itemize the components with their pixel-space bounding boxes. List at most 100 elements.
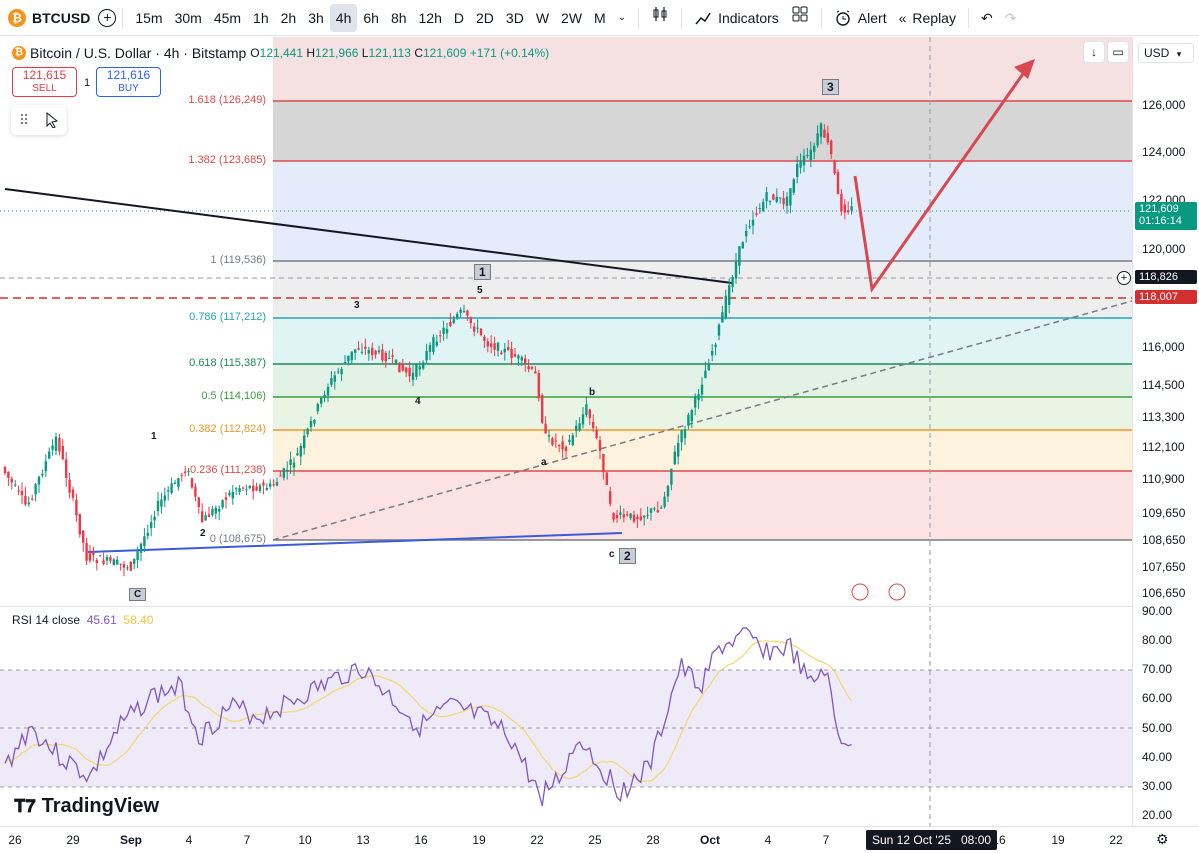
- fib-zone-0382: [273, 430, 1132, 471]
- layouts-grid-icon[interactable]: [785, 4, 815, 32]
- rewind-icon: «: [898, 9, 907, 26]
- timeframe-2W[interactable]: 2W: [561, 9, 583, 26]
- timeframe-15m[interactable]: 15m: [135, 9, 163, 26]
- economic-event-icon[interactable]: [851, 583, 869, 601]
- timeframe-W[interactable]: W: [535, 9, 550, 26]
- candle-body: [496, 342, 500, 351]
- candle-body: [605, 472, 608, 485]
- compare-add-icon[interactable]: +: [98, 8, 117, 27]
- candle-body: [398, 362, 401, 373]
- timeframe-3h[interactable]: 3h: [308, 9, 324, 26]
- timeframe-D[interactable]: D: [453, 9, 464, 26]
- undo-icon[interactable]: ↶: [980, 9, 993, 26]
- current-price-value: 121,609: [1139, 203, 1179, 215]
- time-axis-tick: 16: [414, 833, 428, 847]
- drag-handle-icon[interactable]: ⠿: [18, 111, 30, 128]
- time-axis-tick: 28: [646, 833, 660, 847]
- candle-body: [68, 479, 71, 493]
- candle-body: [384, 353, 387, 362]
- candle-body: [405, 367, 408, 373]
- timeframe-6h[interactable]: 6h: [363, 9, 379, 26]
- timeframe-1h[interactable]: 1h: [253, 9, 269, 26]
- maximize-pane-icon[interactable]: ▭: [1107, 41, 1129, 63]
- candle-body: [768, 200, 772, 202]
- alert-button[interactable]: Alert: [828, 4, 893, 32]
- candle-body: [330, 378, 333, 385]
- plus-circle-icon[interactable]: +: [1117, 271, 1131, 285]
- time-axis-tick: 29: [66, 833, 80, 847]
- candle-body: [534, 371, 537, 374]
- candle-body: [850, 206, 853, 211]
- currency-selector[interactable]: USD ▾: [1138, 43, 1194, 63]
- candle-body: [568, 439, 571, 442]
- time-axis-tick: 19: [472, 833, 486, 847]
- timeframe-8h[interactable]: 8h: [390, 9, 407, 26]
- tv-mark-icon: 𝐓𝟕: [14, 796, 36, 816]
- candle-body: [731, 277, 734, 287]
- rsi-canvas[interactable]: [0, 607, 1132, 826]
- timeframe-45m[interactable]: 45m: [213, 9, 242, 26]
- price-axis-tick: 116,000: [1142, 340, 1185, 354]
- candle-body: [598, 440, 602, 451]
- time-axis[interactable]: 26 29 Sep 4 7 10 13 16 19 22 25 28 Oct 4 7 16 19 22 Sun 1…: [0, 826, 1199, 853]
- candle-body: [816, 133, 819, 146]
- candle-body: [442, 327, 445, 335]
- bitcoin-logo-icon: ₿: [8, 8, 26, 27]
- candle-body: [490, 343, 493, 347]
- candle-body: [554, 440, 557, 442]
- timeframe-dropdown-icon[interactable]: ⌄: [617, 11, 627, 23]
- candle-body: [452, 319, 455, 323]
- candle-body: [289, 459, 292, 465]
- timeframe-12h[interactable]: 12h: [418, 9, 442, 26]
- main-chart-pane[interactable]: ₿ Bitcoin / U.S. Dollar · 4h · Bitstamp …: [0, 37, 1132, 605]
- candle-body: [272, 484, 275, 486]
- candle-body: [660, 507, 663, 509]
- candle-body: [806, 155, 809, 157]
- sell-button[interactable]: 121,615 SELL: [12, 67, 77, 97]
- timeframe-2D[interactable]: 2D: [476, 9, 494, 26]
- candle-body: [116, 559, 119, 565]
- candle-body: [823, 129, 826, 138]
- cursor-arrow-icon[interactable]: [45, 112, 59, 128]
- candle-body: [265, 488, 268, 491]
- wave-label-2: 2: [619, 548, 636, 564]
- timeframe-4h[interactable]: 4h: [329, 3, 358, 32]
- candle-body: [765, 192, 768, 202]
- fib-zone-1618: [273, 101, 1132, 161]
- fib-label-0618: 0.618 (115,387): [189, 357, 266, 369]
- candle-body: [88, 553, 92, 561]
- symbol-search[interactable]: ₿ BTCUSD: [0, 8, 98, 27]
- price-chart-canvas[interactable]: [0, 37, 1132, 605]
- candle-body: [425, 350, 428, 361]
- candle-body: [734, 261, 738, 279]
- candles-chart-type-icon[interactable]: [645, 4, 675, 32]
- timeframe-3D[interactable]: 3D: [505, 9, 524, 26]
- replay-button[interactable]: « Replay: [893, 4, 962, 32]
- indicators-button[interactable]: Indicators: [688, 4, 785, 32]
- candle-body: [632, 514, 636, 522]
- candle-body: [207, 514, 211, 517]
- candle-body: [435, 341, 438, 346]
- scroll-down-icon[interactable]: ↓: [1083, 41, 1105, 63]
- redo-icon[interactable]: ↷: [1004, 9, 1017, 26]
- candle-body: [466, 310, 469, 316]
- candle-body: [163, 495, 166, 501]
- wave-label-c-box: C: [129, 588, 147, 601]
- economic-event-icon[interactable]: [888, 583, 906, 601]
- price-axis[interactable]: USD ▾ 126,000 124,000 122,000 120,000 116,00…: [1117, 37, 1199, 826]
- candle-body: [622, 514, 625, 518]
- candle-body: [683, 429, 687, 439]
- candle-body: [775, 196, 778, 202]
- timeframe-2h[interactable]: 2h: [280, 9, 297, 26]
- rsi-axis-tick: 90.00: [1142, 604, 1173, 618]
- rsi-pane[interactable]: RSI 14 close 45.61 58.40 𝐓𝟕 TradingView: [0, 606, 1132, 826]
- price-axis-tick: 113,300: [1142, 410, 1185, 424]
- candle-body: [184, 471, 187, 473]
- rsi-ma-line: [4, 640, 853, 782]
- candle-body: [697, 394, 700, 401]
- timeframe-30m[interactable]: 30m: [174, 9, 202, 26]
- candle-body: [7, 471, 10, 478]
- gear-icon[interactable]: ⚙: [1156, 831, 1169, 847]
- timeframe-M[interactable]: M: [594, 9, 606, 26]
- buy-button[interactable]: 121,616 BUY: [96, 67, 161, 97]
